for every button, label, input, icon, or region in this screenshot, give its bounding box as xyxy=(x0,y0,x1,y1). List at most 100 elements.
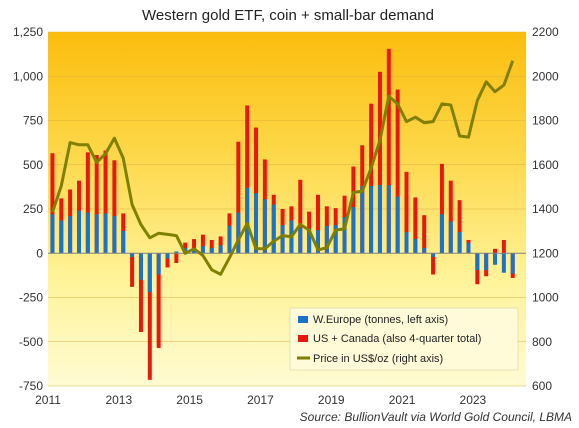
left-tick-label: 250 xyxy=(23,202,43,216)
bar-w-europe xyxy=(130,253,135,257)
left-tick-label: -750 xyxy=(19,379,43,393)
x-tick-label: 2015 xyxy=(176,393,203,407)
bar-w-europe xyxy=(413,239,418,254)
bar-w-europe xyxy=(85,212,90,254)
bar-w-europe xyxy=(395,196,400,254)
bar-w-europe xyxy=(431,253,436,257)
bar-w-europe xyxy=(174,251,179,254)
bar-us-canada xyxy=(94,155,99,254)
left-tick-label: -250 xyxy=(19,291,43,305)
bar-w-europe xyxy=(457,232,462,254)
x-axis-ticks: 2011 2013 2015 2017 2019 2021 2023 xyxy=(35,393,486,407)
bar-us-canada xyxy=(493,248,498,254)
bar-w-europe xyxy=(324,225,329,254)
legend-swatch-us-canada xyxy=(298,335,308,342)
x-tick-label: 2013 xyxy=(105,393,132,407)
bar-w-europe xyxy=(360,185,365,254)
bar-w-europe xyxy=(262,199,267,254)
bar-us-canada xyxy=(209,239,214,254)
bar-w-europe xyxy=(156,253,161,275)
bar-w-europe xyxy=(254,193,259,254)
bar-w-europe xyxy=(59,220,64,254)
bar-w-europe xyxy=(165,253,170,259)
bar-w-europe xyxy=(112,216,117,254)
bar-w-europe xyxy=(200,246,205,254)
bar-us-canada xyxy=(254,127,259,254)
bar-w-europe xyxy=(315,230,320,254)
bar-us-canada xyxy=(218,236,223,254)
bar-w-europe xyxy=(218,245,223,254)
legend-label-us-canada: US + Canada (also 4-quarter total) xyxy=(313,333,481,345)
legend-box xyxy=(289,307,519,371)
bar-us-canada xyxy=(386,48,391,254)
bar-w-europe xyxy=(298,227,303,254)
bar-us-canada xyxy=(50,153,55,254)
bar-w-europe xyxy=(439,214,444,254)
bar-w-europe xyxy=(448,221,453,254)
right-tick-label: 1000 xyxy=(532,291,559,305)
right-tick-label: 1200 xyxy=(532,246,559,260)
bar-us-canada xyxy=(192,239,197,254)
bar-us-canada xyxy=(138,253,143,333)
left-tick-label: 1,250 xyxy=(13,25,43,39)
bar-w-europe xyxy=(76,210,81,254)
bar-w-europe xyxy=(493,253,498,265)
bar-w-europe xyxy=(121,231,126,254)
bar-w-europe xyxy=(351,207,356,254)
bar-us-canada xyxy=(457,200,462,254)
bar-us-canada xyxy=(395,89,400,254)
bar-us-canada xyxy=(130,253,135,287)
bar-w-europe xyxy=(209,247,214,254)
bar-us-canada xyxy=(422,215,427,254)
series-price-line xyxy=(50,60,515,276)
bar-us-canada xyxy=(315,194,320,254)
left-tick-label: 500 xyxy=(23,158,43,172)
x-tick-label: 2021 xyxy=(389,393,416,407)
legend-label-price: Price in US$/oz (right axis) xyxy=(313,353,443,365)
bar-w-europe xyxy=(227,225,232,254)
bar-w-europe xyxy=(369,185,374,254)
bar-w-europe xyxy=(510,253,515,274)
bar-w-europe xyxy=(138,253,143,280)
right-tick-label: 1600 xyxy=(532,158,559,172)
gridlines xyxy=(48,31,526,387)
right-tick-label: 1800 xyxy=(532,114,559,128)
bar-us-canada xyxy=(431,253,436,275)
right-tick-label: 2000 xyxy=(532,69,559,83)
bar-us-canada xyxy=(165,253,170,268)
bar-w-europe xyxy=(307,228,312,254)
legend-label-w-europe: W.Europe (tonnes, left axis) xyxy=(313,314,448,326)
bar-us-canada xyxy=(147,253,152,380)
bar-w-europe xyxy=(342,216,347,254)
bar-w-europe xyxy=(236,212,241,254)
bar-w-europe xyxy=(466,242,471,254)
bar-us-canada xyxy=(200,234,205,254)
left-tick-label: 1,000 xyxy=(13,69,43,83)
bar-us-canada xyxy=(85,152,90,254)
bar-us-canada xyxy=(298,179,303,254)
bar-w-europe xyxy=(386,185,391,254)
bar-w-europe xyxy=(501,253,506,273)
right-tick-label: 600 xyxy=(532,379,552,393)
bar-us-canada xyxy=(377,71,382,254)
bar-w-europe xyxy=(245,187,250,254)
bar-us-canada xyxy=(448,180,453,254)
left-axis-ticks: -750 -500 -250 0 250 500 750 1,000 1,250 xyxy=(13,25,43,393)
bar-w-europe xyxy=(147,253,152,293)
x-tick-label: 2023 xyxy=(460,393,487,407)
bar-us-canada xyxy=(404,171,409,254)
bar-us-canada xyxy=(236,141,241,254)
right-tick-label: 1400 xyxy=(532,202,559,216)
bar-us-canada xyxy=(439,163,444,254)
bar-us-canada xyxy=(174,253,179,263)
x-tick-label: 2019 xyxy=(318,393,345,407)
bar-w-europe xyxy=(68,216,73,254)
right-tick-label: 2200 xyxy=(532,25,559,39)
bar-w-europe xyxy=(103,213,108,254)
bar-us-canada xyxy=(413,197,418,254)
bar-w-europe xyxy=(377,185,382,254)
x-tick-label: 2017 xyxy=(247,393,274,407)
bar-w-europe xyxy=(422,247,427,254)
legend-swatch-w-europe xyxy=(298,316,308,323)
